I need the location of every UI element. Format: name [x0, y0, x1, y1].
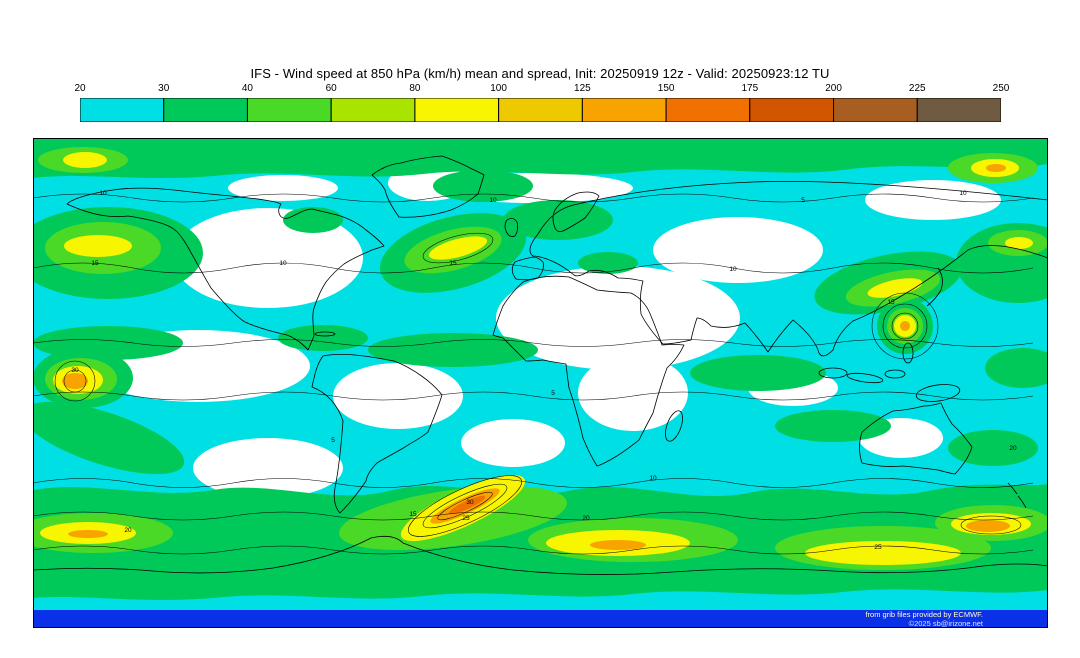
contour-label: 10 — [279, 260, 287, 267]
contour-label: 15 — [449, 260, 457, 267]
contour-label: 20 — [1009, 445, 1017, 452]
chart-title: IFS - Wind speed at 850 hPa (km/h) mean … — [250, 66, 830, 81]
contour-label: 10 — [959, 190, 967, 197]
colorbar-segment — [666, 98, 750, 122]
contour-label: 10 — [99, 190, 107, 197]
colorbar-segment — [247, 98, 331, 122]
colorbar-segment — [415, 98, 499, 122]
colorbar-segment — [499, 98, 583, 122]
contour-label: 5 — [551, 390, 555, 397]
contour-label: 25 — [874, 544, 882, 551]
colorbar-segment — [750, 98, 834, 122]
contour-label: 15 — [887, 299, 895, 306]
colorbar-tick: 100 — [490, 83, 507, 94]
credits-line2: ©2025 sb@irizone.net — [909, 619, 984, 628]
colorbar-tick-labels: 20 30 40 60 80 100 125 150 175 200 225 2… — [74, 83, 1009, 96]
contour-label: 30 — [71, 367, 79, 374]
colorbar-tick: 175 — [741, 83, 759, 94]
credits-bar — [33, 610, 1048, 628]
colorbar-segment — [917, 98, 1001, 122]
colorbar-tick: 60 — [325, 83, 337, 94]
colorbar-tick: 150 — [657, 83, 675, 94]
contour-label: 10 — [729, 266, 737, 273]
colorbar-segment — [834, 98, 918, 122]
contour-lines — [33, 193, 1034, 555]
contour-labels: 10 10 10 10 10 10 15 15 15 15 20 20 20 2… — [71, 190, 1017, 551]
contour-label: 5 — [801, 197, 805, 204]
contour-label: 20 — [124, 527, 132, 534]
colorbar-tick: 40 — [241, 83, 253, 94]
contour-label: 10 — [649, 475, 657, 482]
colorbar: 20 30 40 60 80 100 125 150 175 200 225 2… — [74, 83, 1009, 122]
colorbar-tick: 30 — [158, 83, 170, 94]
colorbar-segment — [80, 98, 164, 122]
colorbar-tick: 20 — [74, 83, 86, 94]
wind-field-map: 10 10 10 10 10 10 15 15 15 15 20 20 20 2… — [33, 138, 1048, 628]
credits-line1: from grib files provided by ECMWF. — [865, 610, 983, 619]
colorbar-tick: 200 — [825, 83, 842, 94]
contour-label: 30 — [466, 499, 474, 506]
colorbar-segment — [164, 98, 248, 122]
colorbar-segment — [582, 98, 666, 122]
colorbar-tick: 225 — [908, 83, 926, 94]
colorbar-tick: 125 — [574, 83, 591, 94]
contour-label: 20 — [582, 515, 590, 522]
contour-label: 15 — [91, 260, 99, 267]
contour-label: 10 — [489, 197, 497, 204]
colorbar-tick: 80 — [409, 83, 421, 94]
contour-label: 25 — [462, 515, 470, 522]
map-panel: 10 10 10 10 10 10 15 15 15 15 20 20 20 2… — [33, 138, 1048, 628]
contour-label: 15 — [409, 511, 417, 518]
colorbar-gradient — [80, 98, 1001, 122]
colorbar-tick: 250 — [992, 83, 1010, 94]
coastlines — [33, 155, 1048, 575]
colorbar-segment — [331, 98, 415, 122]
map-border — [33, 138, 1048, 628]
contour-label: 5 — [331, 437, 335, 444]
wind-band-deep-orange — [448, 495, 486, 515]
